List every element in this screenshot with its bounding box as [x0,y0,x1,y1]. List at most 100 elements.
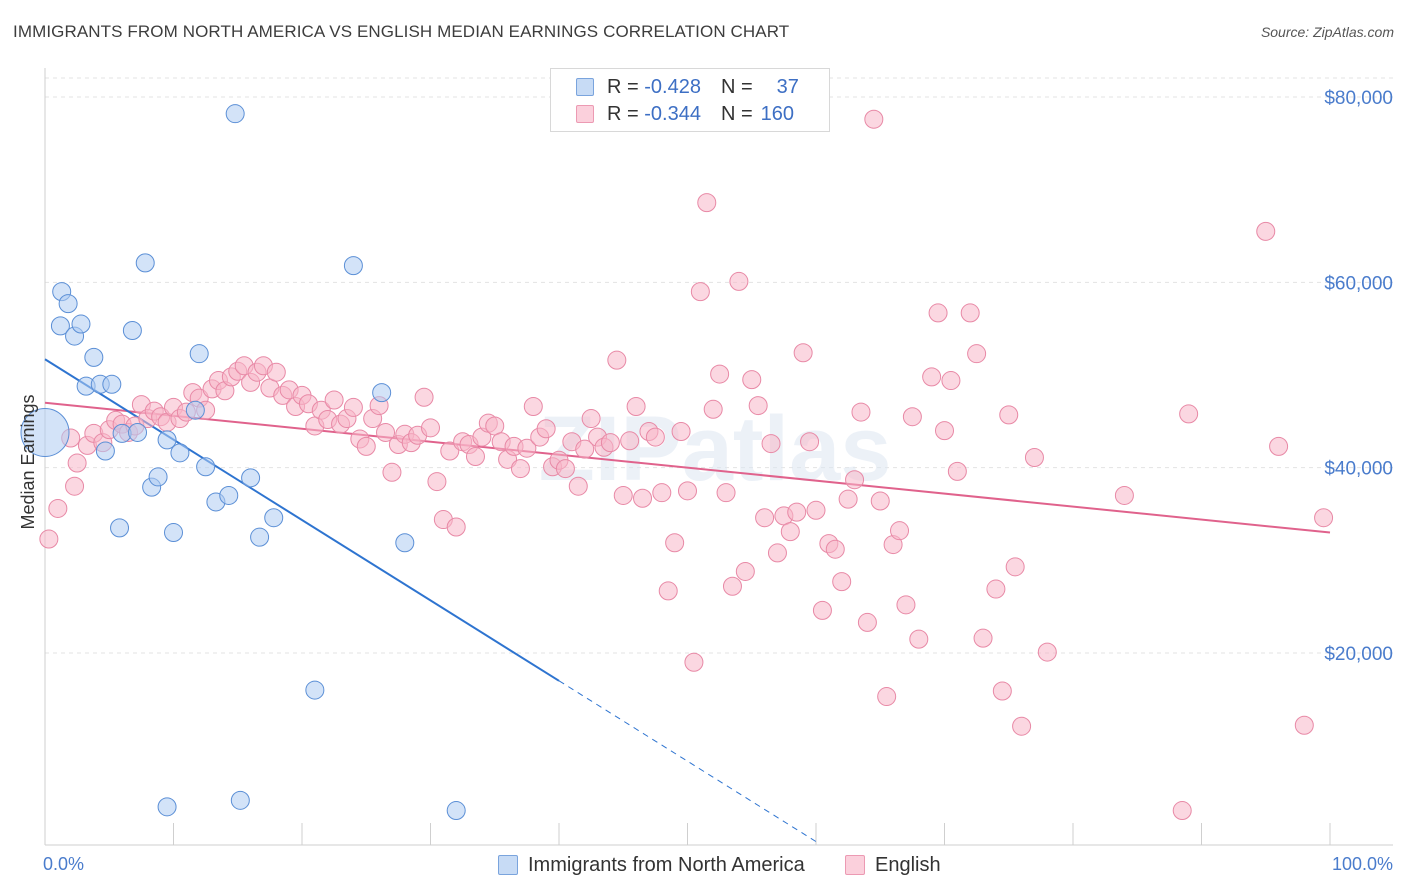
point-english [690,282,710,302]
point-english [825,539,845,559]
legend-r-value: -0.428 [644,75,701,98]
point-english [812,600,832,620]
point-english [421,418,440,438]
point-english [48,498,68,518]
legend-row-english: R = -0.344 N = 160 [551,101,794,127]
point-english [832,572,852,592]
point-english [67,453,87,473]
trend-line-immigrants [44,358,560,682]
bottom-legend-swatch-immigrants [498,855,518,875]
point-english [755,508,775,528]
point-english [767,543,787,563]
point-immigrants [395,533,415,553]
point-english [536,419,556,439]
trend-line-immigrants-extension [558,680,817,843]
point-english [722,576,742,596]
point-english [465,447,485,467]
point-english [710,364,730,384]
chart-title: IMMIGRANTS FROM NORTH AMERICA VS ENGLISH… [13,22,790,41]
legend-n-label: N = [720,75,753,98]
point-immigrants [157,797,177,817]
point-immigrants [189,344,209,364]
legend-n-label: N = [720,102,753,125]
point-english [1114,485,1134,505]
point-immigrants [95,441,115,461]
point-english [697,193,717,213]
point-english [446,517,466,537]
legend-r-label: R = [607,75,639,98]
stats-legend: R = -0.428 N = 37 R = -0.344 N = 160 [550,68,830,132]
point-english [652,483,672,503]
point-immigrants [164,523,183,543]
point-english [568,476,588,496]
point-english [356,436,376,456]
point-english [645,427,665,447]
point-english [1294,715,1314,735]
point-immigrants [250,527,270,547]
point-english [343,397,363,417]
point-english [703,399,723,419]
point-english [716,483,736,503]
point-english [266,362,286,382]
x-tick-label: 100.0% [1332,854,1393,874]
point-english [780,522,800,542]
point-english [992,681,1012,701]
point-english [1012,716,1032,736]
point-english [600,433,620,453]
point-english [967,344,987,364]
point-english [986,579,1006,599]
point-english [735,561,755,581]
point-english [1269,436,1289,456]
point-immigrants [185,400,205,420]
source-label: Source: ZipAtlas.com [1260,24,1394,40]
point-english [517,438,537,458]
point-english [678,481,697,501]
point-immigrants [372,383,392,403]
point-english [838,489,858,509]
point-english [761,434,781,454]
point-english [877,687,897,707]
point-english [729,271,749,291]
y-tick-label: $20,000 [1324,644,1393,665]
y-tick-labels: $20,000 $40,000 $60,000 $80,000 [1324,88,1393,665]
point-english [376,422,396,442]
x-tick-labels: 0.0% 100.0% [43,854,1393,874]
point-immigrants [225,104,245,124]
y-tick-label: $80,000 [1324,88,1393,109]
point-english [1037,642,1057,662]
point-english [806,500,826,520]
point-english [928,303,948,323]
legend-swatch-english [576,105,594,123]
legend-n-value: 37 [776,75,799,98]
point-english [935,421,954,441]
point-immigrants [230,790,250,810]
point-immigrants [157,430,177,450]
legend-swatch-immigrants [576,78,594,96]
x-tick-label: 0.0% [43,854,84,874]
bottom-legend-english: English [845,852,941,878]
point-english [947,461,967,481]
point-english [658,581,678,601]
point-english [787,502,807,522]
point-english [1024,447,1044,467]
point-immigrants [241,468,261,488]
point-immigrants [219,485,239,505]
point-english [909,629,929,649]
legend-row-immigrants: R = -0.428 N = 37 [551,74,799,100]
point-immigrants [446,801,466,821]
point-english [941,371,961,391]
point-english [671,422,691,442]
point-immigrants [135,253,155,273]
point-english [414,387,434,407]
point-english [613,485,633,505]
point-immigrants [20,407,70,457]
point-immigrants [110,518,130,538]
point-english [1314,508,1334,528]
point-english [581,409,601,429]
trend-line-english [44,401,1331,534]
point-immigrants [196,457,216,477]
point-english [633,488,653,508]
point-english [665,533,685,553]
point-english [960,303,980,323]
